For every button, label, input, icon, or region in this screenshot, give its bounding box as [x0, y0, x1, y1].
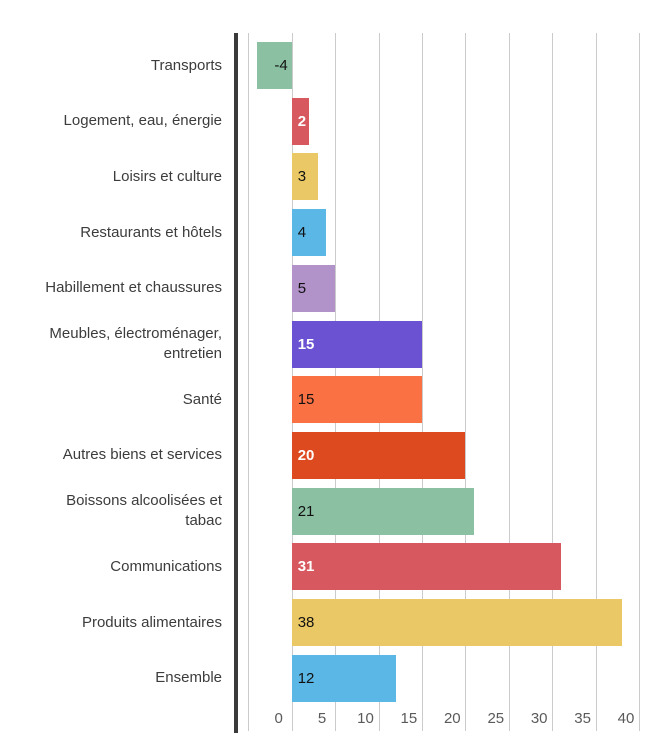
bar-value-label: 12 [297, 669, 315, 687]
category-label: Habillement et chaussures [45, 279, 222, 297]
grid-line [639, 33, 640, 731]
category-label: Meubles, électroménager, entretien [49, 325, 222, 362]
bar[interactable] [291, 264, 336, 312]
grid-line [596, 33, 597, 731]
category-label: Boissons alcoolisées et tabac [66, 492, 222, 530]
category-label: Communications [110, 557, 222, 575]
bar-value-label: 4 [297, 224, 307, 242]
bar[interactable] [291, 431, 466, 479]
grid-line [509, 33, 510, 731]
x-axis-tick-label: 15 [400, 710, 418, 727]
category-label: Logement, eau, énergie [63, 112, 222, 130]
bar[interactable] [291, 599, 622, 646]
bar[interactable] [291, 487, 474, 535]
category-label: Transports [150, 56, 222, 74]
category-label: Autres biens et services [62, 446, 222, 464]
bar-value-label: 21 [297, 502, 315, 520]
grid-line [465, 33, 466, 731]
bar[interactable] [291, 209, 327, 257]
bar[interactable] [291, 153, 318, 201]
bar[interactable] [291, 376, 422, 424]
x-axis-tick-label: 30 [530, 710, 548, 727]
grid-line [248, 33, 249, 731]
bar[interactable] [291, 97, 310, 145]
category-label: Loisirs et culture [112, 167, 222, 185]
bar-value-label: 15 [297, 335, 315, 353]
grid-line [422, 33, 423, 731]
bar[interactable] [257, 42, 292, 89]
x-axis-tick-label: 40 [617, 710, 635, 727]
category-label: Santé [182, 390, 222, 408]
x-axis-tick-label: 0 [274, 710, 283, 727]
category-label: Ensemble [155, 669, 222, 687]
bar-value-label: 5 [297, 279, 307, 297]
bar-value-label: 15 [297, 391, 315, 409]
bar[interactable] [291, 654, 396, 702]
category-label: Produits alimentaires [81, 613, 222, 631]
bar-value-label: -4 [274, 57, 288, 74]
grid-line [552, 33, 553, 731]
category-label: Restaurants et hôtels [80, 223, 222, 241]
y-axis-baseline [233, 33, 238, 733]
bar-value-label: 2 [297, 112, 307, 130]
x-axis-tick-label: 35 [574, 710, 591, 727]
bar-value-label: 3 [297, 168, 307, 186]
bar-value-label: 20 [297, 446, 315, 464]
bar-value-label: 38 [297, 614, 315, 631]
x-axis-tick-label: 10 [357, 710, 374, 727]
x-axis-tick-label: 25 [487, 710, 505, 727]
bar-value-label: 31 [297, 558, 315, 576]
x-axis-tick-label: 20 [443, 710, 461, 727]
bar[interactable] [291, 320, 422, 368]
x-axis-tick-label: 5 [317, 710, 327, 727]
bar[interactable] [291, 543, 561, 591]
